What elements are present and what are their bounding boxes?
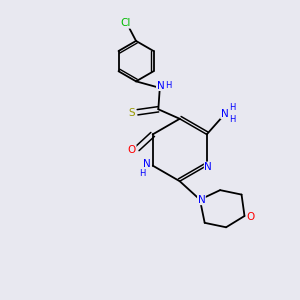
Text: N: N bbox=[221, 109, 229, 118]
Text: N: N bbox=[157, 80, 164, 91]
Text: H: H bbox=[139, 169, 146, 178]
Text: S: S bbox=[129, 108, 136, 118]
Text: O: O bbox=[246, 212, 255, 223]
Text: N: N bbox=[204, 162, 212, 172]
Text: N: N bbox=[197, 195, 205, 205]
Text: Cl: Cl bbox=[121, 18, 131, 28]
Text: H: H bbox=[229, 103, 235, 112]
Text: H: H bbox=[229, 115, 235, 124]
Text: N: N bbox=[143, 159, 151, 169]
Text: O: O bbox=[128, 145, 136, 155]
Text: H: H bbox=[165, 81, 171, 90]
